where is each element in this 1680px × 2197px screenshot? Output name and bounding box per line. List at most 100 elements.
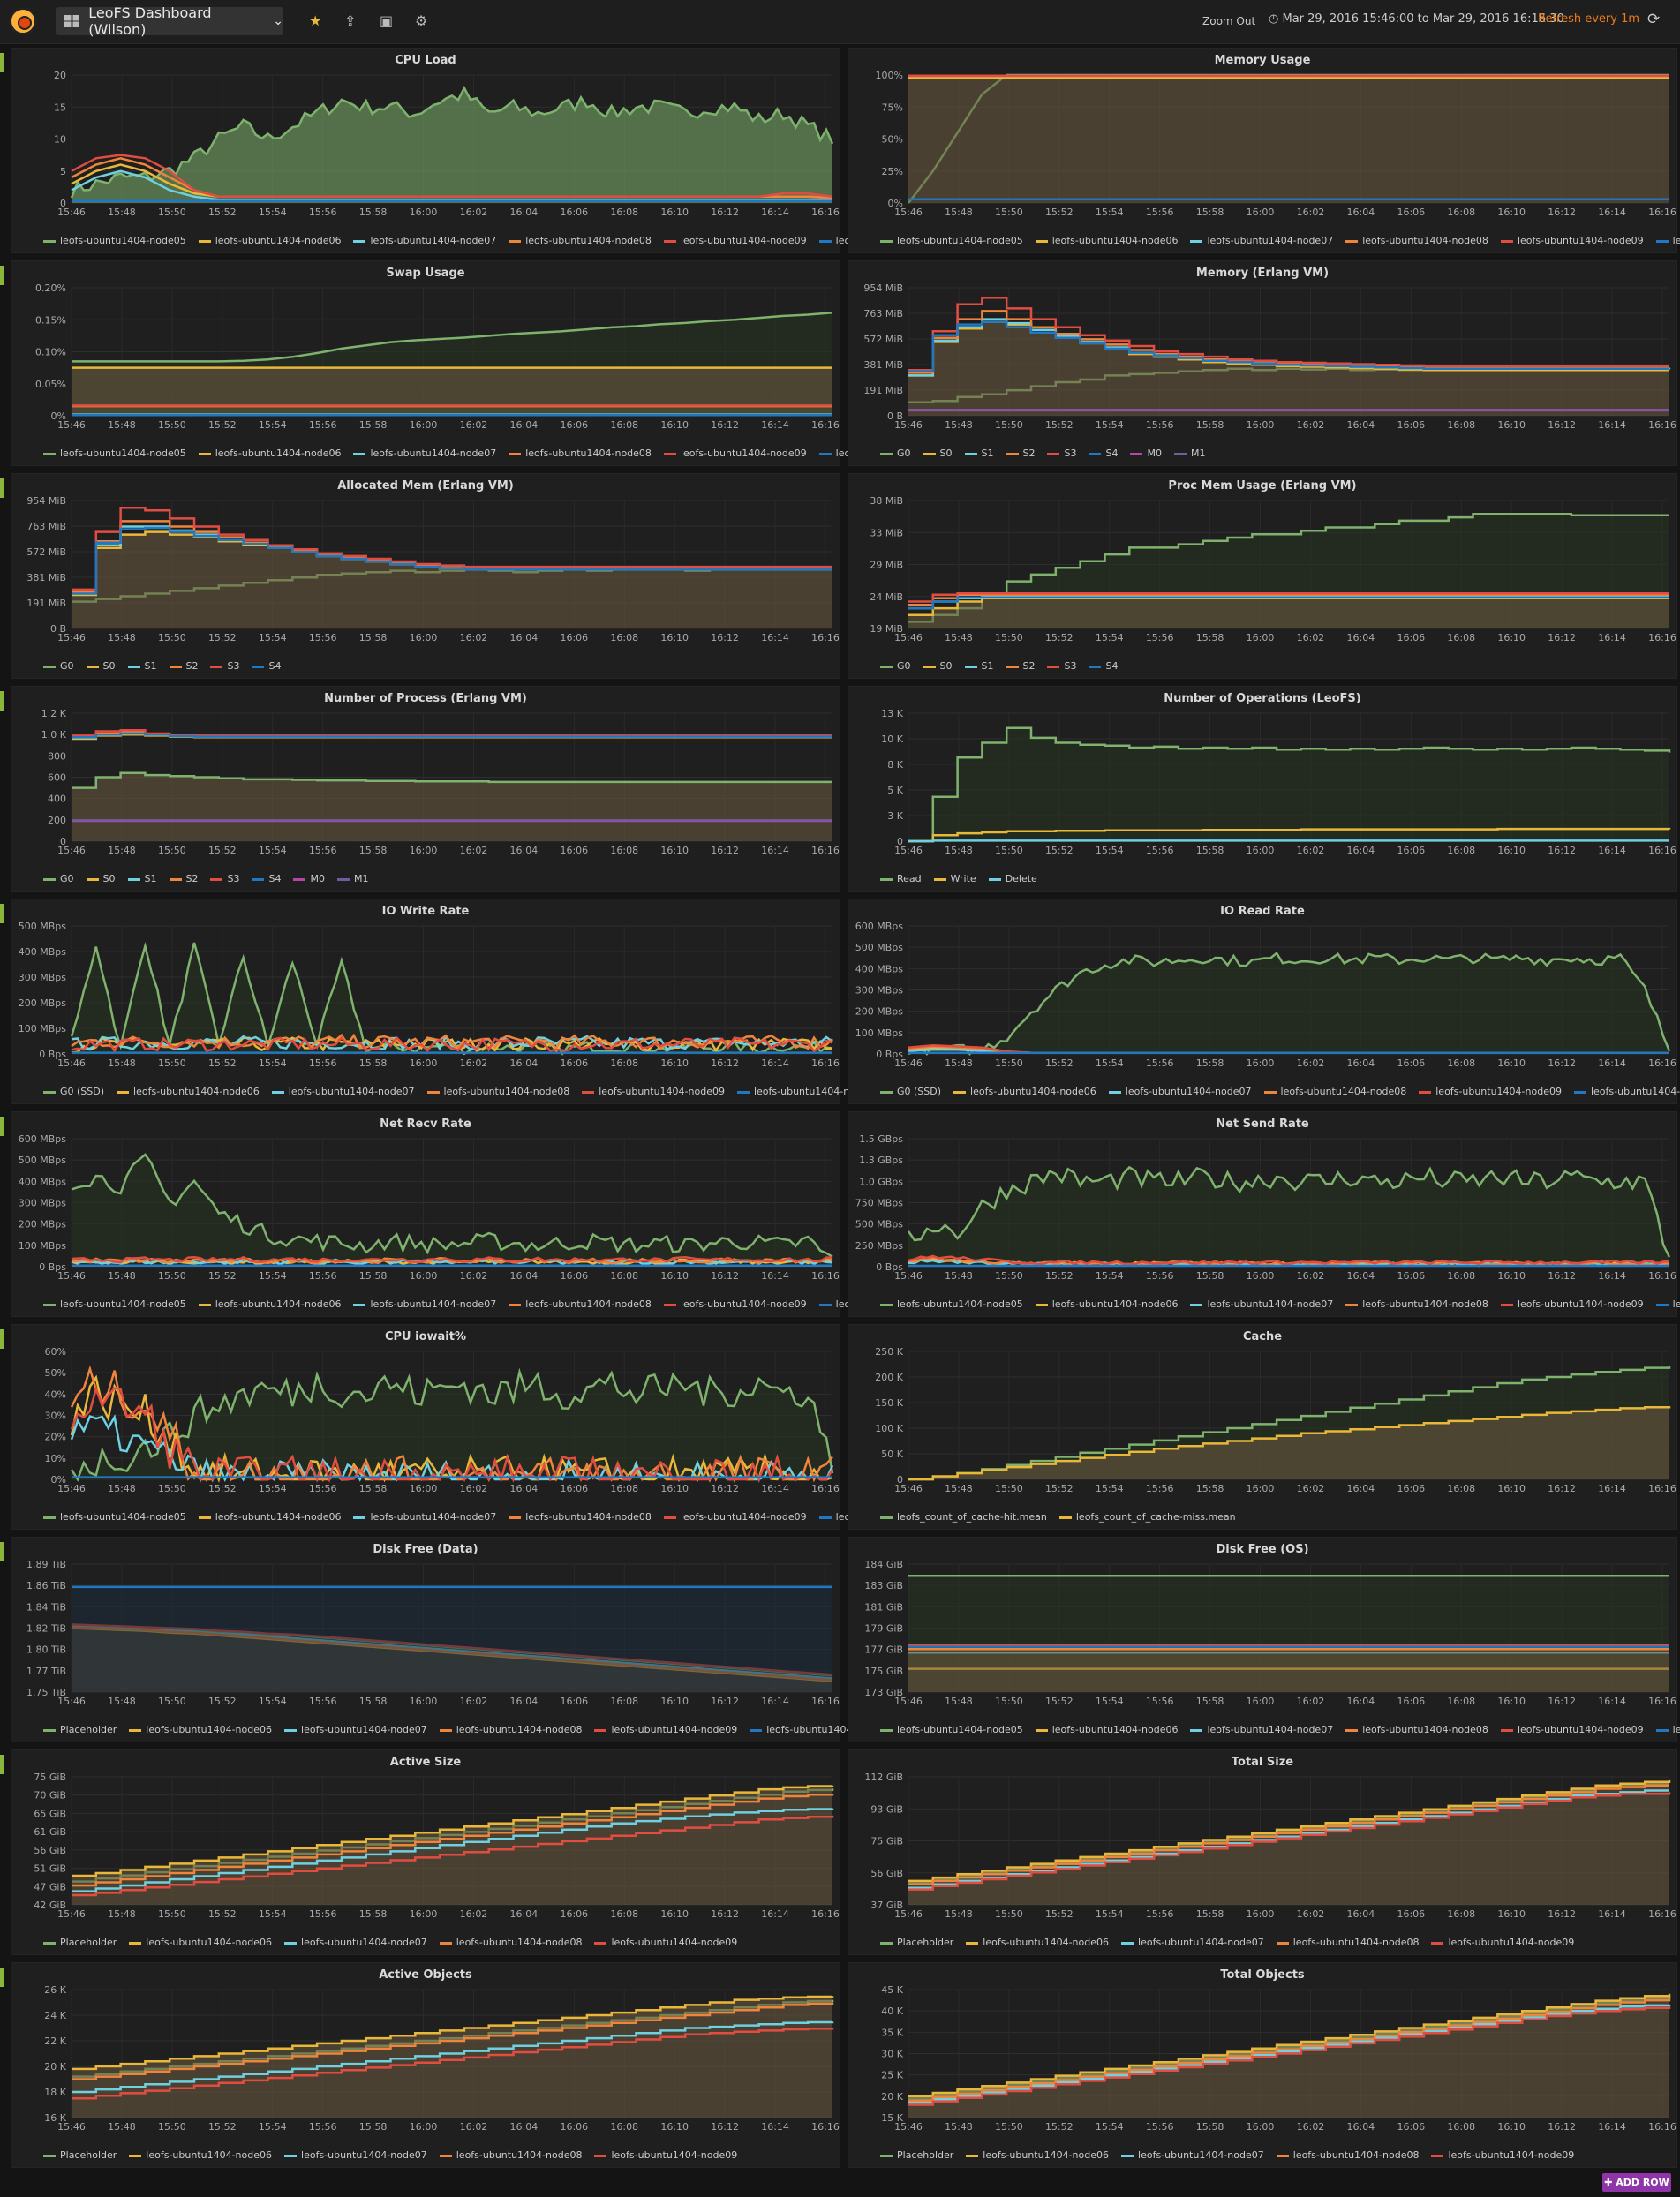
panel-title[interactable]: IO Read Rate	[1220, 905, 1305, 918]
panel-cpu-iowait[interactable]: CPU iowait% 60% 50% 40% 30% 20% 10% 0% 15:46 15:4…	[11, 1324, 961, 1530]
row-collapse-handle[interactable]	[0, 266, 4, 285]
panel-net-recv-rate[interactable]: Net Recv Rate 600 MBps 500 MBps 400 MBps 300…	[11, 1111, 961, 1317]
panel-title[interactable]: Active Objects	[379, 1968, 472, 1982]
legend-item[interactable]: S1	[964, 448, 994, 459]
legend-item[interactable]: leofs-ubuntu1404-node08	[1345, 1724, 1488, 1735]
legend-item[interactable]: S0	[923, 448, 953, 459]
legend-item[interactable]: leofs-ubuntu1404-node09	[1431, 1937, 1574, 1948]
legend-item[interactable]: leofs-ubuntu1404-node06	[1035, 1298, 1178, 1310]
legend-item[interactable]: leofs-ubuntu1404-node08	[439, 2149, 582, 2161]
row-collapse-handle[interactable]	[0, 904, 4, 923]
row-collapse-handle[interactable]	[0, 478, 4, 498]
row-collapse-handle[interactable]	[0, 1542, 4, 1561]
legend-item[interactable]: leofs-ubuntu1404-node10	[1573, 1086, 1680, 1097]
legend-item[interactable]: leofs-ubuntu1404-node08	[426, 1086, 569, 1097]
legend-item[interactable]: leofs-ubuntu1404-node07	[1190, 235, 1333, 246]
panel-total-size[interactable]: Total Size 112 GiB 93 GiB 75 GiB 56 GiB 37 Gi…	[848, 1749, 1677, 1955]
add-row-button[interactable]: ✚ ADD ROW	[1602, 2173, 1671, 2192]
legend-item[interactable]: leofs-ubuntu1404-node07	[1108, 1086, 1252, 1097]
star-icon[interactable]: ★	[309, 12, 322, 29]
row-collapse-handle[interactable]	[0, 53, 4, 72]
legend-item[interactable]: S2	[1006, 448, 1035, 459]
legend-item[interactable]: leofs-ubuntu1404-node06	[117, 1086, 260, 1097]
panel-title[interactable]: Number of Operations (LeoFS)	[1164, 692, 1361, 705]
legend-item[interactable]: leofs-ubuntu1404-node07	[1121, 1937, 1264, 1948]
panel-number-of-process[interactable]: Number of Process (Erlang VM) 1.2 K 1.0 K 8…	[11, 686, 840, 892]
legend-item[interactable]: leofs-ubuntu1404-node06	[198, 235, 341, 246]
legend-item[interactable]: leofs-ubuntu1404-node06	[1035, 1724, 1178, 1735]
legend-item[interactable]: leofs-ubuntu1404-node06	[198, 448, 341, 459]
legend-item[interactable]: G0	[880, 448, 911, 459]
legend-item[interactable]: leofs-ubuntu1404-node05	[43, 1511, 186, 1523]
legend-item[interactable]: Read	[880, 873, 922, 884]
panel-title[interactable]: Total Size	[1231, 1756, 1294, 1769]
share-icon[interactable]: ⇪	[344, 12, 357, 29]
legend-item[interactable]: M1	[1173, 448, 1205, 459]
legend-item[interactable]: S2	[1006, 660, 1035, 672]
legend-item[interactable]: Write	[933, 873, 976, 884]
legend-item[interactable]: leofs-ubuntu1404-node09	[663, 1298, 807, 1310]
legend-item[interactable]: leofs-ubuntu1404-node07	[284, 2149, 427, 2161]
legend-item[interactable]: S4	[252, 873, 281, 884]
panel-disk-free-os[interactable]: Disk Free (OS) 184 GiB 183 GiB 181 GiB 179 G…	[848, 1537, 1680, 1742]
legend-item[interactable]: leofs-ubuntu1404-node06	[129, 1724, 272, 1735]
panel-net-send-rate[interactable]: Net Send Rate 1.5 GBps 1.3 GBps 1.0 GBps 750…	[848, 1111, 1680, 1317]
legend-item[interactable]: leofs-ubuntu1404-node05	[43, 235, 186, 246]
panel-title[interactable]: Proc Mem Usage (Erlang VM)	[1168, 479, 1357, 493]
legend-item[interactable]: leofs-ubuntu1404-node07	[353, 235, 496, 246]
legend-item[interactable]: Placeholder	[880, 1937, 953, 1948]
legend-item[interactable]: leofs-ubuntu1404-node07	[353, 448, 496, 459]
legend-item[interactable]: leofs-ubuntu1404-node10	[1655, 1724, 1680, 1735]
legend-item[interactable]: leofs-ubuntu1404-node06	[966, 1937, 1109, 1948]
legend-item[interactable]: S3	[1047, 660, 1076, 672]
legend-item[interactable]: leofs-ubuntu1404-node05	[43, 1298, 186, 1310]
legend-item[interactable]: leofs-ubuntu1404-node08	[439, 1937, 582, 1948]
row-collapse-handle[interactable]	[0, 1968, 4, 1987]
legend-item[interactable]: M0	[1130, 448, 1162, 459]
panel-title[interactable]: Swap Usage	[386, 267, 465, 280]
legend-item[interactable]: leofs-ubuntu1404-node08	[509, 1298, 652, 1310]
legend-item[interactable]: leofs-ubuntu1404-node09	[1500, 1298, 1644, 1310]
refresh-icon[interactable]: ⟳	[1647, 11, 1661, 28]
panel-io-read-rate[interactable]: IO Read Rate 600 MBps 500 MBps 400 MBps 300 …	[848, 899, 1680, 1104]
panel-title[interactable]: Number of Process (Erlang VM)	[324, 692, 527, 705]
legend-item[interactable]: leofs-ubuntu1404-node08	[509, 235, 652, 246]
panel-title[interactable]: IO Write Rate	[381, 905, 470, 918]
panel-title[interactable]: Cache	[1242, 1330, 1283, 1343]
legend-item[interactable]: leofs-ubuntu1404-node07	[1190, 1724, 1333, 1735]
legend-item[interactable]: leofs-ubuntu1404-node05	[880, 1298, 1023, 1310]
panel-title[interactable]: Total Objects	[1220, 1968, 1305, 1982]
legend-item[interactable]: leofs-ubuntu1404-node08	[1345, 235, 1488, 246]
legend-item[interactable]: leofs-ubuntu1404-node10	[1655, 235, 1680, 246]
legend-item[interactable]: M1	[336, 873, 368, 884]
legend-item[interactable]: S0	[923, 660, 953, 672]
legend-item[interactable]: G0	[880, 660, 911, 672]
legend-item[interactable]: leofs-ubuntu1404-node09	[1500, 1724, 1644, 1735]
panel-title[interactable]: CPU Load	[395, 54, 456, 67]
legend-item[interactable]: leofs-ubuntu1404-node09	[594, 1724, 737, 1735]
legend-item[interactable]: leofs-ubuntu1404-node05	[880, 1724, 1023, 1735]
legend-item[interactable]: S3	[210, 660, 239, 672]
legend-item[interactable]: S4	[1089, 660, 1118, 672]
panel-title[interactable]: Net Send Rate	[1216, 1117, 1309, 1131]
legend-item[interactable]: Delete	[988, 873, 1037, 884]
legend-item[interactable]: leofs-ubuntu1404-node07	[284, 1724, 427, 1735]
legend-item[interactable]: S3	[210, 873, 239, 884]
legend-item[interactable]: S4	[1089, 448, 1118, 459]
panel-number-of-operations[interactable]: Number of Operations (LeoFS) 13 K 10 K 8 K 5…	[848, 686, 1677, 892]
save-icon[interactable]: ▣	[380, 12, 394, 29]
panel-cpu-load[interactable]: CPU Load 20 15 10 5 0 15:46 15:48 15:50 15:52 15:5…	[11, 48, 961, 253]
legend-item[interactable]: Placeholder	[43, 2149, 117, 2161]
legend-item[interactable]: leofs-ubuntu1404-node05	[43, 448, 186, 459]
legend-item[interactable]: S1	[964, 660, 994, 672]
legend-item[interactable]: leofs-ubuntu1404-node10	[1655, 1298, 1680, 1310]
panel-swap-usage[interactable]: Swap Usage 0.20% 0.15% 0.10% 0.05% 0% 15:46 15:…	[11, 260, 961, 466]
legend-item[interactable]: G0	[43, 660, 74, 672]
legend-item[interactable]: leofs-ubuntu1404-node07	[1190, 1298, 1333, 1310]
panel-proc-mem-usage[interactable]: Proc Mem Usage (Erlang VM) 38 MiB 33 MiB 29…	[848, 473, 1677, 679]
refresh-interval[interactable]: Refresh every 1m	[1538, 12, 1640, 26]
panel-cache[interactable]: Cache 250 K 200 K 150 K 100 K 50 K 0 15:46 15:48…	[848, 1324, 1677, 1530]
legend-item[interactable]: Placeholder	[880, 2149, 953, 2161]
panel-title[interactable]: CPU iowait%	[384, 1330, 466, 1343]
legend-item[interactable]: leofs-ubuntu1404-node08	[509, 448, 652, 459]
